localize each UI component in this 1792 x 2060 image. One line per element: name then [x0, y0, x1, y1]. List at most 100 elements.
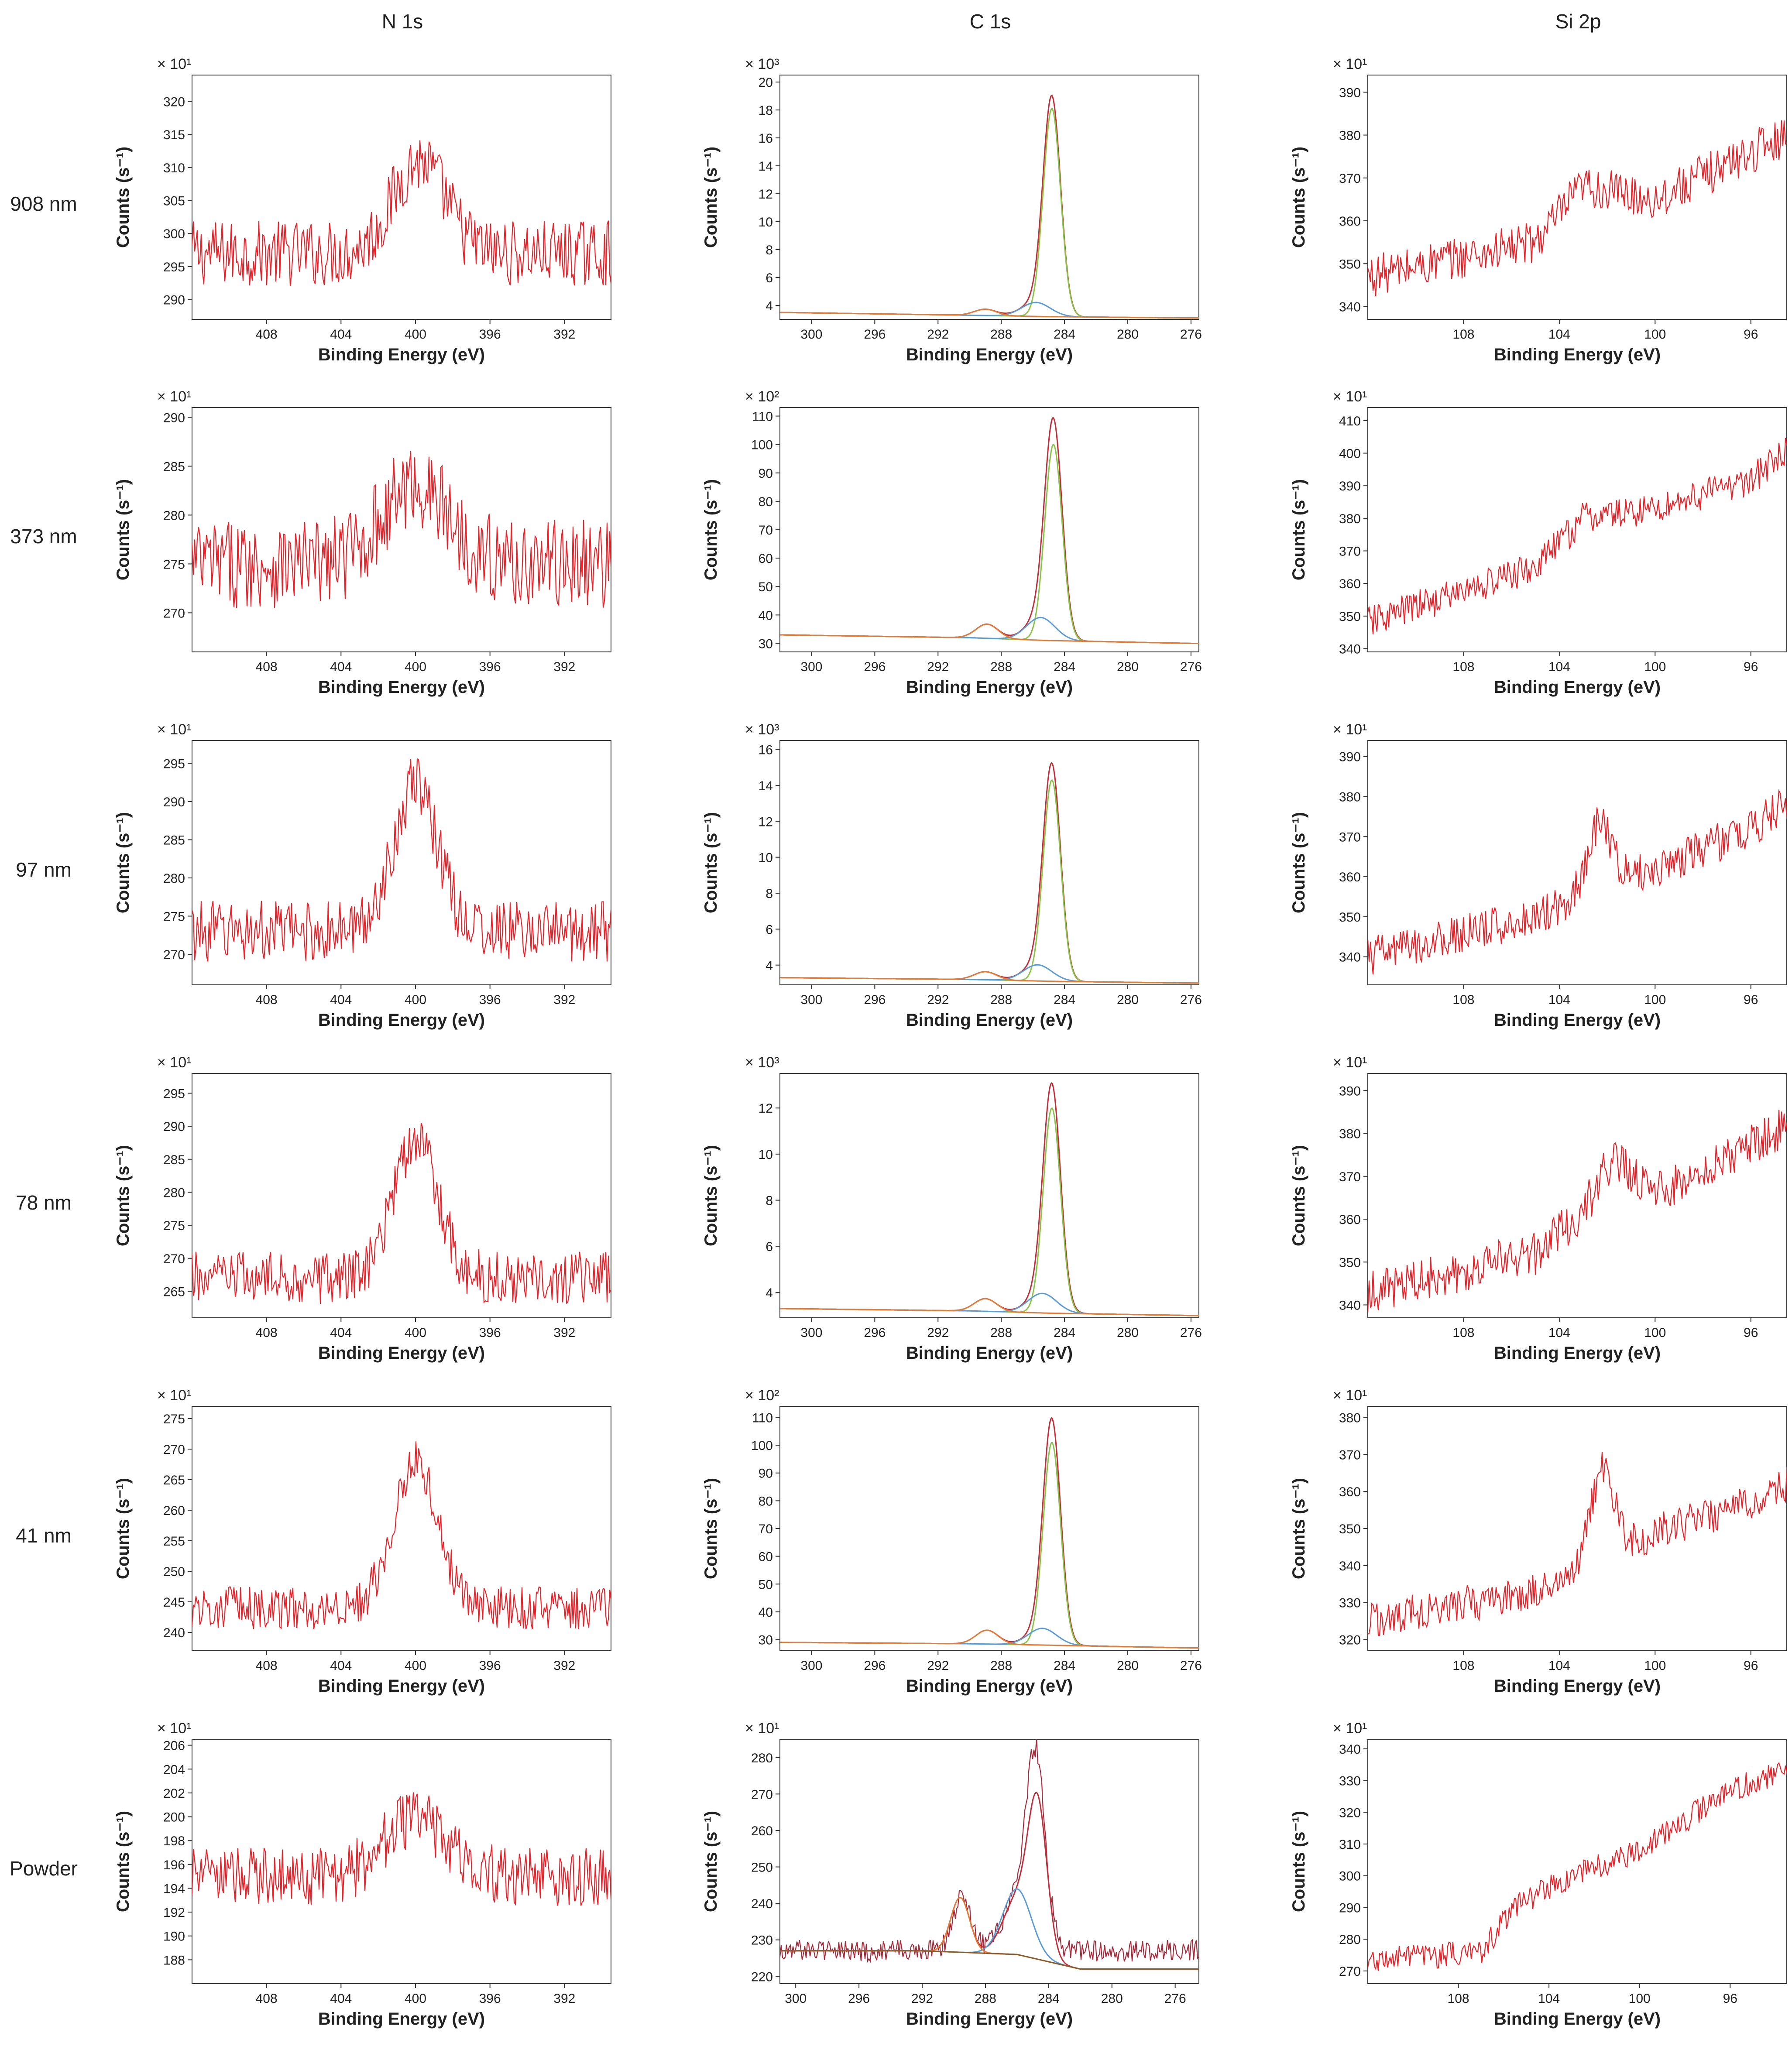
y-tick-label: 290 [163, 795, 185, 809]
xps-panel-0: × 10¹ 290 295 300 305 310 315 320 408 404 400 396 39… [113, 56, 611, 364]
xps-panel-11: × 10¹ 340 350 360 370 380 390 108 104 100 96 Bindin… [1289, 1054, 1787, 1363]
y-tick-label: 305 [163, 194, 185, 209]
x-tick-label: 396 [479, 1326, 501, 1340]
x-tick-label: 300 [800, 1326, 822, 1340]
y-tick-label: 194 [163, 1882, 185, 1896]
x-tick-label: 96 [1723, 1991, 1737, 2006]
series-group [1368, 1762, 1787, 1971]
x-tick-label: 96 [1744, 993, 1758, 1007]
x-tick-label: 104 [1548, 993, 1570, 1007]
x-tick-label: 392 [553, 660, 575, 674]
x-tick-label: 288 [990, 993, 1012, 1007]
plot-frame [192, 1406, 611, 1651]
y-tick-label: 380 [1339, 790, 1361, 805]
y-tick-label: 240 [751, 1897, 773, 1911]
x-tick-label: 408 [256, 660, 278, 674]
xps-panel-2: × 10¹ 340 350 360 370 380 390 108 104 100 96 Bindin… [1289, 56, 1787, 364]
y-axis-label: Counts (s⁻¹) [113, 812, 133, 913]
x-axis-label: Binding Energy (eV) [1494, 1344, 1661, 1363]
xps-panel-7: × 10³ 4 6 8 10 12 14 16 300 296 292 288 284 280 276 Bin… [701, 721, 1202, 1030]
x-tick-label: 404 [330, 1326, 352, 1340]
x-tick-label: 300 [800, 327, 822, 342]
y-multiplier: × 10¹ [1333, 56, 1367, 72]
x-tick-label: 300 [785, 1991, 807, 2006]
y-tick-label: 100 [751, 1439, 773, 1453]
y-tick-label: 4 [766, 959, 773, 973]
x-tick-label: 404 [330, 327, 352, 342]
x-tick-label: 276 [1164, 1991, 1186, 2006]
y-tick-label: 14 [759, 779, 773, 793]
plot-frame [1367, 75, 1787, 320]
y-tick-label: 360 [1339, 870, 1361, 884]
plot-frame [192, 1073, 611, 1318]
x-axis-label: Binding Energy (eV) [318, 345, 485, 364]
series-si-2p [1368, 1762, 1787, 1971]
xps-panel-3: × 10¹ 270 275 280 285 290 408 404 400 396 392 Bindi… [113, 388, 611, 697]
y-tick-label: 16 [759, 131, 773, 146]
y-tick-label: 350 [1339, 910, 1361, 925]
series-group [192, 1792, 611, 1906]
x-tick-label: 408 [256, 327, 278, 342]
x-tick-label: 396 [479, 993, 501, 1007]
y-axis-label: Counts (s⁻¹) [701, 1811, 721, 1912]
y-tick-label: 80 [759, 1494, 773, 1508]
x-tick-label: 296 [864, 1659, 886, 1673]
y-tick-label: 275 [163, 557, 185, 572]
x-axis-label: Binding Energy (eV) [318, 678, 485, 697]
y-tick-label: 350 [1339, 1255, 1361, 1270]
x-axis-label: Binding Energy (eV) [906, 345, 1073, 364]
y-tick-label: 370 [1339, 545, 1361, 559]
y-tick-label: 110 [752, 1411, 773, 1425]
x-tick-label: 288 [990, 1326, 1012, 1340]
y-tick-label: 350 [1339, 1522, 1361, 1536]
x-tick-label: 292 [927, 327, 949, 342]
y-tick-label: 275 [163, 1412, 185, 1426]
y-tick-label: 380 [1339, 1127, 1361, 1141]
y-tick-label: 4 [766, 299, 773, 313]
x-tick-label: 280 [1117, 660, 1139, 674]
x-tick-label: 408 [256, 993, 278, 1007]
y-tick-label: 196 [163, 1858, 185, 1872]
plot-frame [192, 740, 611, 985]
y-tick-label: 12 [759, 187, 773, 202]
y-multiplier: × 10¹ [157, 1720, 191, 1737]
plot-frame [1367, 1739, 1787, 1984]
x-tick-label: 108 [1452, 993, 1474, 1007]
y-tick-label: 70 [759, 1522, 773, 1536]
x-tick-label: 400 [405, 1326, 426, 1340]
plot-frame [779, 1406, 1199, 1651]
y-tick-label: 380 [1339, 1411, 1361, 1425]
y-tick-label: 370 [1339, 1448, 1361, 1462]
x-tick-label: 276 [1180, 1659, 1202, 1673]
x-tick-label: 404 [330, 1659, 352, 1673]
y-tick-label: 370 [1339, 1170, 1361, 1184]
x-tick-label: 280 [1117, 1326, 1139, 1340]
y-axis-label: Counts (s⁻¹) [1289, 147, 1308, 248]
y-multiplier: × 10¹ [157, 1054, 191, 1071]
y-tick-label: 60 [759, 552, 773, 566]
x-tick-label: 276 [1180, 1326, 1202, 1340]
plot-frame [192, 407, 611, 652]
y-tick-label: 255 [163, 1534, 185, 1549]
y-multiplier: × 10³ [745, 56, 779, 72]
y-tick-label: 245 [163, 1595, 185, 1610]
x-tick-label: 276 [1180, 993, 1202, 1007]
y-tick-label: 198 [163, 1834, 185, 1848]
x-tick-label: 400 [405, 1991, 426, 2006]
series-baseline [780, 1950, 1199, 1970]
y-tick-label: 270 [1339, 1964, 1361, 1979]
y-axis-label: Counts (s⁻¹) [113, 479, 133, 580]
x-tick-label: 404 [330, 993, 352, 1007]
x-tick-label: 280 [1117, 327, 1139, 342]
y-tick-label: 12 [759, 815, 773, 829]
series-data [780, 1739, 1199, 1963]
series-n-1s [192, 758, 611, 962]
y-tick-label: 270 [163, 1443, 185, 1457]
y-axis-label: Counts (s⁻¹) [701, 1478, 721, 1579]
x-tick-label: 284 [1054, 1326, 1075, 1340]
x-axis-label: Binding Energy (eV) [1494, 1676, 1661, 1696]
y-tick-label: 340 [1339, 1299, 1361, 1313]
y-multiplier: × 10² [745, 1387, 779, 1404]
y-tick-label: 100 [751, 438, 773, 452]
y-axis-label: Counts (s⁻¹) [1289, 1478, 1308, 1579]
